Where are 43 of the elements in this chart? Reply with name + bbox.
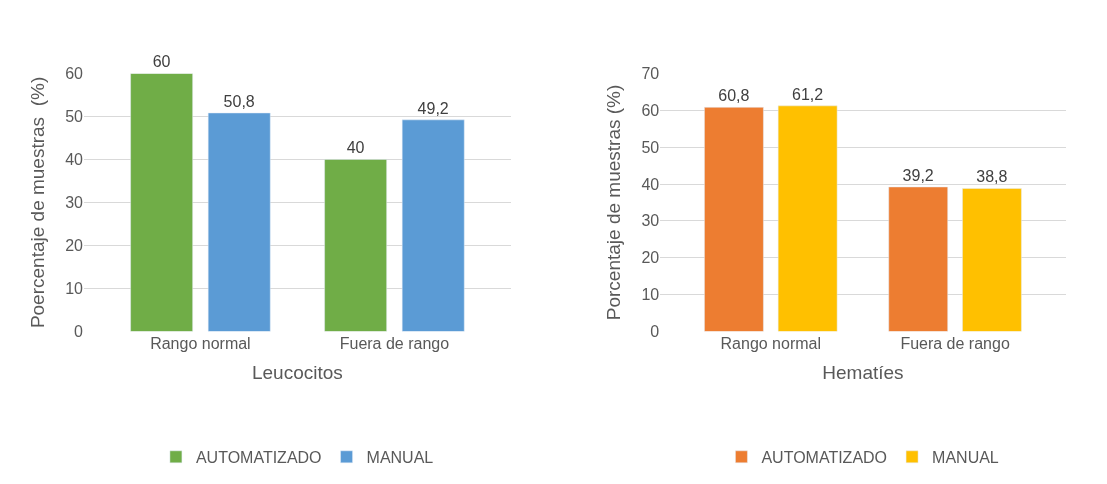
bar	[207, 112, 271, 332]
y-axis-title: Porcentaje de muestras (%)	[603, 84, 625, 321]
y-axis-title: Poercentaje de muestras (%)	[27, 76, 49, 329]
legend-label: MANUAL	[366, 449, 434, 467]
x-tick-label: Fuera de rango	[339, 334, 450, 352]
y-tick-label: 60	[65, 65, 84, 82]
x-axis-title: Leucocitos	[252, 362, 343, 384]
y-tick-label: 70	[641, 65, 660, 82]
x-axis-title: Hematíes	[822, 362, 904, 384]
data-label: 39,2	[902, 166, 934, 184]
data-label: 38,8	[976, 168, 1008, 186]
y-tick-label: 50	[65, 108, 84, 126]
data-label: 49,2	[417, 99, 449, 117]
data-label: 40	[346, 139, 365, 157]
x-tick-label: Fuera de rango	[900, 334, 1010, 352]
y-tick-label: 0	[650, 323, 660, 341]
data-label: 60,8	[718, 87, 750, 105]
y-tick-label: 40	[65, 151, 84, 169]
bar	[704, 107, 764, 332]
y-tick-label: 20	[65, 237, 84, 255]
y-tick-label: 20	[641, 249, 660, 267]
bar	[324, 159, 387, 332]
x-tick-label: Rango normal	[150, 334, 251, 352]
y-tick-label: 30	[641, 212, 660, 230]
y-tick-label: 50	[641, 138, 660, 156]
data-label: 61,2	[792, 85, 824, 103]
data-label: 60	[152, 53, 171, 71]
legend-label: AUTOMATIZADO	[761, 449, 888, 467]
x-tick-label: Rango normal	[720, 334, 822, 352]
y-tick-label: 10	[65, 280, 84, 298]
bar	[401, 119, 465, 332]
data-label: 50,8	[223, 92, 255, 110]
y-tick-label: 60	[641, 101, 660, 119]
bar	[777, 105, 838, 332]
y-tick-label: 40	[641, 175, 660, 193]
bar	[888, 186, 948, 332]
bar	[962, 188, 1022, 332]
bar	[130, 73, 193, 332]
legend-label: AUTOMATIZADO	[195, 449, 322, 467]
y-tick-label: 0	[74, 323, 84, 341]
y-tick-label: 10	[641, 286, 660, 304]
y-tick-label: 30	[65, 194, 84, 212]
legend-label: MANUAL	[932, 449, 999, 467]
